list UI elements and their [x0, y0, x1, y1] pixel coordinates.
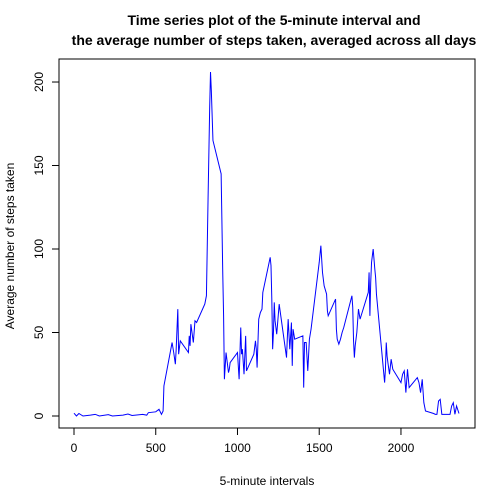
x-tick-label: 2000 — [388, 441, 415, 455]
chart-title-line-1: Time series plot of the 5-minute interva… — [127, 12, 420, 28]
y-tick-label: 200 — [32, 72, 46, 92]
x-tick-label: 1000 — [224, 441, 251, 455]
x-tick-label: 500 — [146, 441, 166, 455]
y-tick-label: 0 — [32, 412, 46, 419]
x-tick-label: 0 — [71, 441, 78, 455]
x-axis: 0 500 1000 1500 2000 — [71, 427, 415, 455]
x-axis-label: 5-minute intervals — [220, 474, 315, 488]
y-tick-label: 100 — [32, 239, 46, 259]
series-line — [73, 71, 460, 417]
chart-title-line-2: the average number of steps taken, avera… — [72, 32, 477, 48]
plot-frame — [58, 58, 476, 429]
y-axis-label: Average number of steps taken — [3, 163, 17, 330]
y-axis: 0 50 100 150 200 — [32, 72, 60, 419]
x-tick-label: 1500 — [306, 441, 333, 455]
y-tick-label: 150 — [32, 155, 46, 175]
y-tick-label: 50 — [32, 326, 46, 340]
